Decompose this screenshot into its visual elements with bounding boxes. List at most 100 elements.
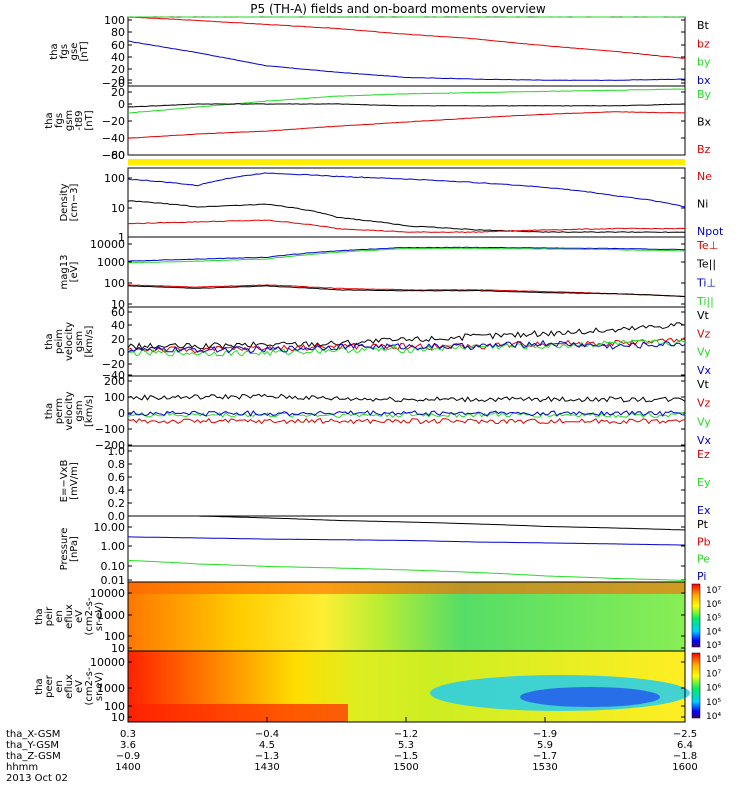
legend-entry: Te|| bbox=[696, 258, 716, 271]
y-axis-label: tha bbox=[49, 43, 60, 59]
y-axis-label: gsm bbox=[74, 331, 85, 352]
series-pressure-Pe bbox=[127, 559, 685, 581]
y-tick-label: 0.4 bbox=[108, 484, 126, 497]
y-axis-label: perm bbox=[54, 398, 65, 424]
x-tick-value: 3.6 bbox=[120, 740, 136, 751]
y-tick-label: 100 bbox=[104, 391, 125, 404]
legend-entry: Npot bbox=[697, 225, 724, 238]
series-temp-Te|| bbox=[127, 285, 686, 298]
y-tick-label: 1000 bbox=[97, 256, 125, 269]
panel-frame bbox=[127, 306, 686, 377]
y-axis-label: gsm bbox=[74, 400, 85, 421]
legend-entry: Ne bbox=[697, 170, 712, 183]
y-tick-label: 10 bbox=[111, 202, 125, 215]
x-tick-value: −1.2 bbox=[394, 729, 418, 740]
y-axis-label: eV bbox=[74, 680, 85, 693]
date-label: 2013 Oct 02 bbox=[6, 773, 68, 784]
y-axis-label: gsm bbox=[64, 110, 75, 131]
y-axis-label: peir bbox=[44, 606, 55, 626]
y-axis-label: sr-eV) bbox=[94, 602, 105, 631]
series-density-Ne bbox=[127, 219, 686, 234]
legend-entry: Pe bbox=[697, 553, 710, 566]
y-tick-label: 0.6 bbox=[108, 471, 126, 484]
yellow-status-bar bbox=[128, 159, 685, 165]
y-tick-label: 10 bbox=[111, 642, 125, 655]
y-tick-label: 10000 bbox=[90, 656, 125, 669]
x-tick-value: 1600 bbox=[672, 762, 697, 773]
x-row-label: hhmm bbox=[6, 762, 38, 773]
y-tick-label: 60 bbox=[111, 39, 125, 52]
y-tick-label: 100 bbox=[104, 172, 125, 185]
y-axis-label: [cm−3] bbox=[69, 184, 80, 222]
colorbar-label: 10⁵ bbox=[706, 698, 721, 708]
y-axis-label: -t89 bbox=[74, 110, 85, 130]
y-tick-label: 20 bbox=[111, 333, 125, 346]
x-row-label: tha_Y-GSM bbox=[6, 740, 59, 751]
x-tick-value: −2.5 bbox=[673, 729, 697, 740]
y-tick-label: 0 bbox=[118, 346, 125, 359]
y-axis-label: [km/s] bbox=[84, 325, 95, 357]
series-fgs-gse-bx bbox=[127, 40, 686, 82]
colorbar-label: 10⁷ bbox=[706, 586, 721, 596]
legend-entry: Vz bbox=[697, 327, 711, 340]
y-axis-label: tha bbox=[44, 333, 55, 349]
x-tick-value: 0.3 bbox=[120, 729, 136, 740]
legend-entry: Vt bbox=[697, 378, 710, 391]
y-axis-label: Density bbox=[59, 183, 70, 221]
series-density-Npot bbox=[127, 172, 686, 208]
legend-entry: Bz bbox=[697, 143, 711, 156]
colorbar-label: 10⁴ bbox=[706, 627, 721, 637]
series-perm-vel-Vt bbox=[127, 393, 686, 403]
y-axis-label: [eV] bbox=[69, 262, 80, 283]
y-tick-label: −60 bbox=[102, 149, 125, 162]
x-tick-value: −1.3 bbox=[255, 751, 279, 762]
y-tick-label: 100 bbox=[104, 700, 125, 713]
y-axis-label: peim bbox=[54, 329, 65, 354]
x-tick-value: −1.7 bbox=[533, 751, 557, 762]
x-axis-labels: tha_X-GSM 0.3 −0.4 −1.2 −1.9 −2.5 tha_Y-GSM 3.6… bbox=[6, 717, 698, 784]
x-tick-value: 5.3 bbox=[398, 740, 414, 751]
colorbar-label: 10⁷ bbox=[706, 669, 721, 679]
panel-efield: 1.00.80.60.40.20.0 E=−VxB [mV/m] Ez Ey Ex bbox=[59, 445, 711, 523]
y-axis-label: tha bbox=[34, 678, 45, 694]
x-tick-value: 1430 bbox=[254, 762, 279, 773]
y-tick-label: 1000 bbox=[97, 682, 125, 695]
legend-entry: Pt bbox=[697, 518, 709, 531]
legend-entry: By bbox=[697, 88, 712, 101]
colorbar-label: 10⁶ bbox=[706, 684, 721, 694]
legend-entry: Te⊥ bbox=[696, 239, 718, 252]
legend-entry: Vx bbox=[697, 434, 712, 447]
series-peim-vel-Vx bbox=[127, 339, 686, 354]
y-tick-label: 100 bbox=[104, 277, 125, 290]
y-tick-label: −20 bbox=[102, 358, 125, 371]
y-tick-label: 0.2 bbox=[108, 497, 126, 510]
panel-fgs-gsm: 200 −20 −40 −60−80 tha fgs gsm -t89 [nT] By Bx Bz bbox=[44, 85, 712, 162]
series-pressure-Pt bbox=[128, 515, 685, 531]
y-axis-label: tha bbox=[44, 112, 55, 128]
y-tick-label: 10000 bbox=[90, 587, 125, 600]
lowest-flux-region bbox=[520, 687, 660, 707]
y-tick-label: 10000 bbox=[90, 238, 125, 251]
y-tick-label: 0 bbox=[118, 407, 125, 420]
colorbar-label: 10⁵ bbox=[706, 614, 721, 624]
panel-pressure: 10.00 1.00 0.100.01 Pressure [nPa] Pt Pb Pe Pi bbox=[59, 515, 711, 587]
colorbar-label: 10⁸ bbox=[706, 655, 721, 665]
y-axis-label: E=−VxB bbox=[59, 460, 70, 503]
y-axis-label: (cm2-s- bbox=[84, 667, 95, 705]
y-tick-label: −20 bbox=[102, 115, 125, 128]
y-axis-label: [nT] bbox=[84, 110, 95, 130]
legend-entry: Ex bbox=[697, 504, 711, 517]
y-tick-label: −20 bbox=[102, 77, 125, 90]
y-axis-label: sr-eV) bbox=[94, 672, 105, 701]
x-row-label: tha_X-GSM bbox=[6, 729, 60, 740]
y-tick-label: 20 bbox=[111, 63, 125, 76]
series-fgs-gsm-Bx bbox=[127, 103, 685, 108]
colorbar-label: 10³ bbox=[706, 641, 721, 651]
y-tick-label: 0.8 bbox=[108, 458, 126, 471]
y-tick-label: −200 bbox=[95, 439, 125, 452]
legend-entry: Vx bbox=[697, 364, 712, 377]
y-tick-label: 40 bbox=[111, 51, 125, 64]
y-axis-label: eflux bbox=[64, 604, 75, 629]
